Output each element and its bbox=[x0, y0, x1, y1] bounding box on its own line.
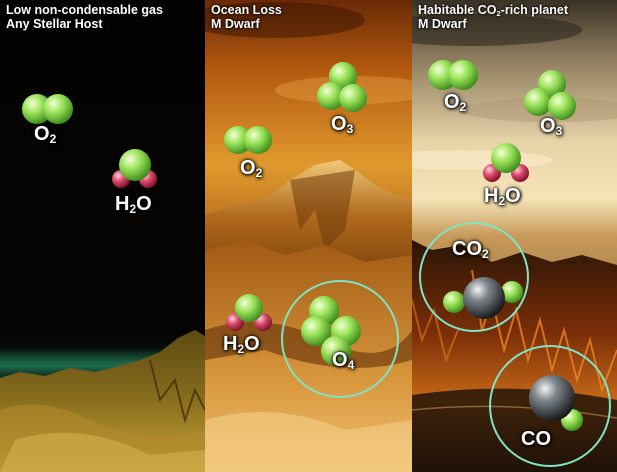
panel-ocean-loss: Ocean Loss M Dwarf O3 O2 H2O O4 bbox=[205, 0, 412, 472]
h2o-label: H2O bbox=[223, 333, 260, 356]
co-highlight-circle bbox=[489, 345, 611, 467]
panel-title: Low non-condensable gas Any Stellar Host bbox=[6, 3, 163, 31]
o2-molecule bbox=[428, 60, 478, 90]
o2-label: O2 bbox=[444, 91, 467, 114]
co2-highlight-circle bbox=[419, 222, 529, 332]
h2o-molecule bbox=[226, 294, 272, 331]
o2-molecule bbox=[22, 94, 73, 124]
h2o-molecule bbox=[483, 143, 529, 182]
o3-label: O3 bbox=[540, 115, 563, 138]
orange-planet-scene bbox=[205, 0, 412, 472]
o4-highlight-circle bbox=[281, 280, 399, 398]
o3-molecule bbox=[317, 62, 367, 112]
o2-label: O2 bbox=[34, 123, 57, 146]
o2-label: O2 bbox=[240, 157, 263, 180]
co-label: CO bbox=[521, 428, 551, 450]
panel-habitable-co2-rich: Habitable CO2-rich planet M Dwarf O2 O3 … bbox=[412, 0, 617, 472]
o4-molecule bbox=[301, 296, 361, 366]
panel-low-noncondensable: Low non-condensable gas Any Stellar Host… bbox=[0, 0, 205, 472]
dark-planet-scene bbox=[0, 0, 205, 472]
panel-title: Habitable CO2-rich planet M Dwarf bbox=[418, 3, 569, 31]
co-molecule bbox=[529, 375, 583, 431]
h2o-label: H2O bbox=[115, 193, 152, 216]
o3-molecule bbox=[524, 70, 576, 120]
o2-molecule bbox=[224, 126, 272, 154]
co2-molecule bbox=[443, 277, 523, 319]
o4-label: O4 bbox=[332, 349, 355, 372]
panel-title: Ocean Loss M Dwarf bbox=[211, 3, 282, 31]
co2-label: CO2 bbox=[452, 238, 489, 261]
o3-label: O3 bbox=[331, 113, 354, 136]
h2o-label: H2O bbox=[484, 185, 521, 208]
h2o-molecule bbox=[112, 149, 157, 188]
